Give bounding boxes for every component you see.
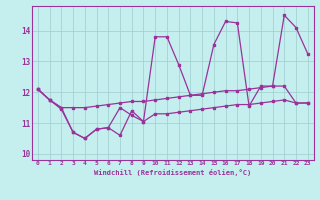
- X-axis label: Windchill (Refroidissement éolien,°C): Windchill (Refroidissement éolien,°C): [94, 169, 252, 176]
